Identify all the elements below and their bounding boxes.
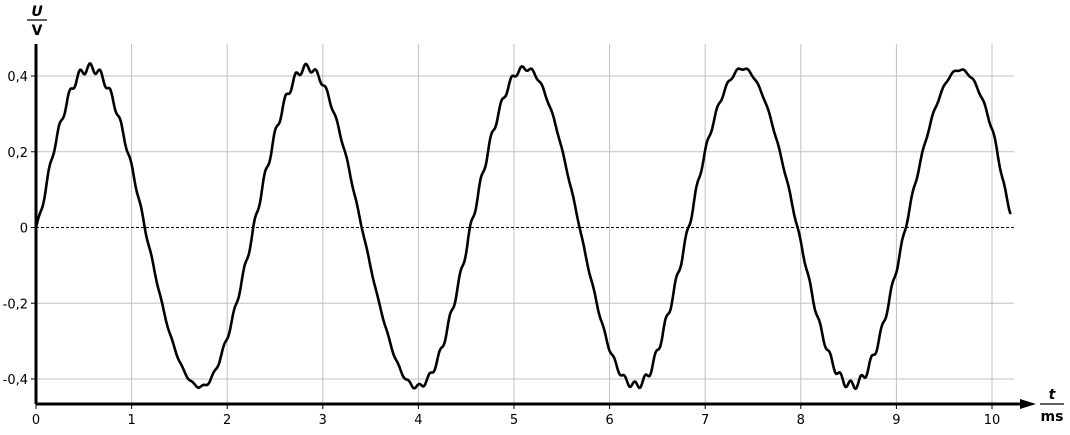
x-tick-label: 10	[984, 413, 1001, 428]
y-label-symbol: U	[31, 4, 43, 20]
y-tick-label: -0,2	[3, 297, 28, 312]
grid	[31, 44, 1014, 409]
y-label-unit: V	[32, 23, 43, 39]
x-tick-label: 9	[892, 413, 900, 428]
x-tick-label: 4	[414, 413, 422, 428]
tick-labels: 0 1 2 3 4 5 6 7 8 9 10 0,4 0,2 0 -0,2 -0,4	[3, 70, 1001, 428]
y-tick-label: 0,2	[7, 146, 28, 161]
x-tick-label: 2	[223, 413, 231, 428]
x-tick-label: 6	[605, 413, 613, 428]
signal-line	[34, 62, 1012, 391]
y-tick-label: 0	[20, 222, 28, 237]
x-axis-arrow-icon	[1020, 399, 1036, 409]
x-tick-label: 3	[319, 413, 327, 428]
y-tick-label: -0,4	[3, 373, 28, 388]
x-tick-label: 1	[127, 413, 135, 428]
x-tick-label: 8	[797, 413, 805, 428]
x-label-symbol: t	[1049, 387, 1057, 403]
y-tick-label: 0,4	[7, 70, 28, 85]
x-label-unit: ms	[1041, 409, 1064, 425]
x-tick-label: 5	[510, 413, 518, 428]
x-tick-label: 7	[701, 413, 709, 428]
x-tick-label: 0	[32, 413, 40, 428]
